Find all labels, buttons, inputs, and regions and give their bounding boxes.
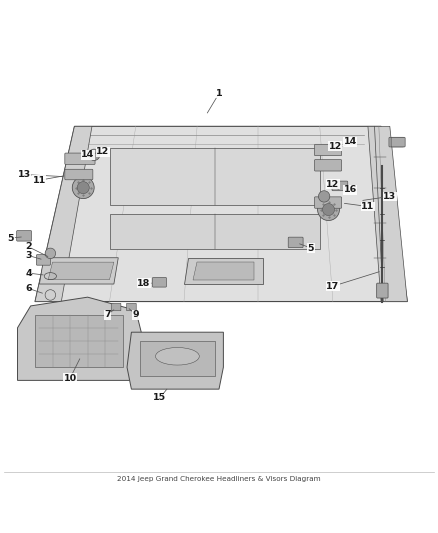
- FancyBboxPatch shape: [65, 153, 95, 165]
- Polygon shape: [184, 258, 263, 284]
- FancyBboxPatch shape: [36, 255, 50, 265]
- FancyBboxPatch shape: [127, 303, 136, 311]
- Text: 7: 7: [104, 310, 111, 319]
- FancyBboxPatch shape: [377, 283, 388, 298]
- Circle shape: [77, 182, 89, 193]
- Text: 11: 11: [361, 202, 374, 211]
- Text: 12: 12: [326, 180, 339, 189]
- Polygon shape: [368, 126, 407, 302]
- Polygon shape: [140, 341, 215, 376]
- Text: 17: 17: [326, 282, 339, 290]
- Polygon shape: [110, 148, 320, 205]
- Text: 4: 4: [25, 269, 32, 278]
- FancyBboxPatch shape: [314, 144, 342, 156]
- Text: 9: 9: [132, 310, 139, 319]
- Circle shape: [318, 191, 330, 202]
- FancyBboxPatch shape: [314, 197, 342, 208]
- Circle shape: [45, 248, 56, 259]
- Text: 3: 3: [25, 251, 32, 260]
- FancyBboxPatch shape: [65, 169, 93, 180]
- Polygon shape: [18, 297, 149, 381]
- Text: 14: 14: [344, 137, 357, 146]
- Polygon shape: [193, 262, 254, 280]
- Text: 2014 Jeep Grand Cherokee Headliners & Visors Diagram: 2014 Jeep Grand Cherokee Headliners & Vi…: [117, 476, 321, 482]
- Polygon shape: [35, 314, 123, 367]
- Text: 6: 6: [25, 284, 32, 293]
- FancyBboxPatch shape: [17, 231, 32, 241]
- Text: 16: 16: [344, 185, 357, 195]
- Circle shape: [72, 177, 94, 199]
- Text: 18: 18: [137, 279, 150, 288]
- FancyBboxPatch shape: [111, 303, 121, 311]
- Text: 5: 5: [308, 244, 314, 253]
- Text: 1: 1: [215, 89, 223, 98]
- Polygon shape: [39, 258, 118, 284]
- Text: 12: 12: [96, 147, 110, 156]
- FancyBboxPatch shape: [152, 278, 166, 287]
- Text: 12: 12: [328, 142, 342, 150]
- Text: 10: 10: [64, 374, 77, 383]
- Ellipse shape: [155, 348, 199, 365]
- Circle shape: [88, 149, 100, 160]
- Text: 14: 14: [81, 150, 94, 159]
- Text: 2: 2: [25, 243, 32, 251]
- FancyBboxPatch shape: [288, 237, 303, 248]
- Text: 11: 11: [33, 176, 46, 185]
- Polygon shape: [48, 262, 114, 280]
- FancyBboxPatch shape: [314, 159, 342, 171]
- Text: 13: 13: [18, 170, 31, 179]
- Polygon shape: [110, 214, 320, 249]
- Circle shape: [322, 204, 335, 215]
- Polygon shape: [127, 332, 223, 389]
- Polygon shape: [35, 126, 92, 302]
- FancyBboxPatch shape: [389, 138, 404, 147]
- Text: 5: 5: [8, 233, 14, 243]
- Text: 13: 13: [383, 192, 396, 201]
- FancyBboxPatch shape: [391, 138, 405, 147]
- Text: 15: 15: [153, 393, 166, 402]
- Circle shape: [318, 199, 339, 221]
- FancyBboxPatch shape: [332, 181, 348, 191]
- Polygon shape: [35, 126, 407, 302]
